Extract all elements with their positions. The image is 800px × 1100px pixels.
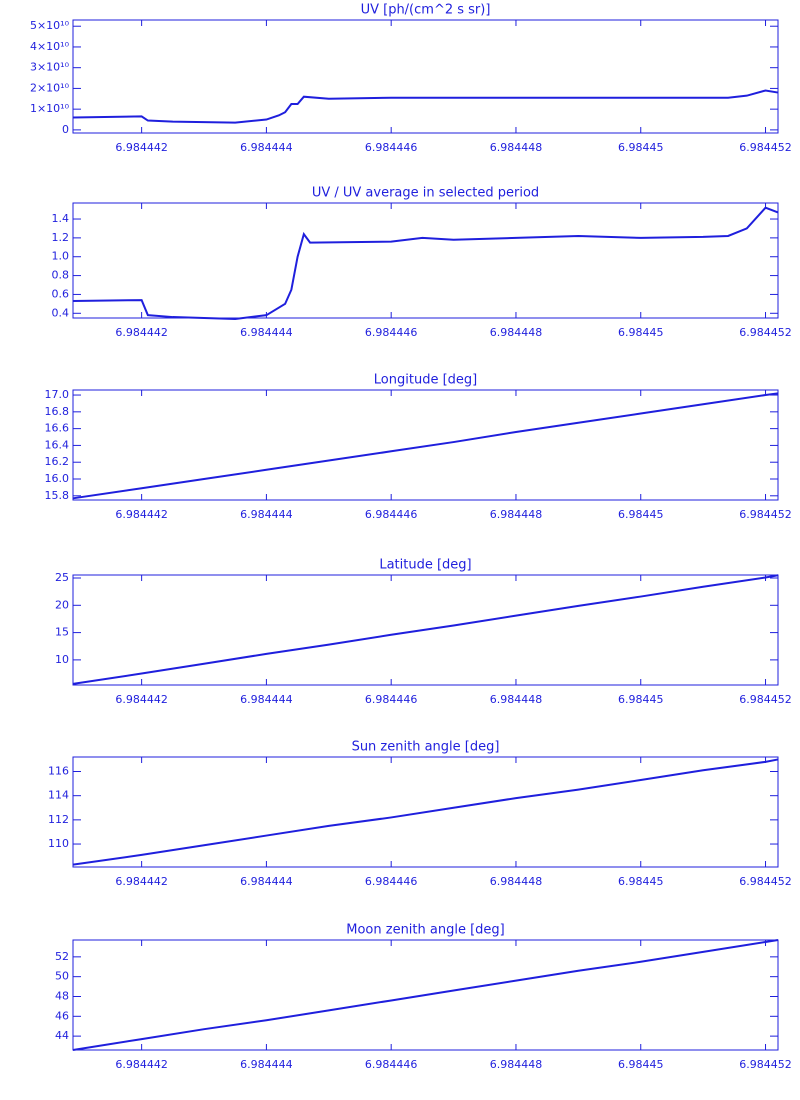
x-tick-label: 6.984446 <box>365 326 418 339</box>
y-tick-label: 1×10¹⁰ <box>30 102 70 115</box>
y-tick-label: 52 <box>55 950 69 963</box>
x-tick-label: 6.98445 <box>618 141 664 154</box>
y-tick-label: 16.0 <box>45 472 70 485</box>
y-tick-label: 15.8 <box>45 489 70 502</box>
x-tick-label: 6.984452 <box>739 326 792 339</box>
y-tick-label: 1.2 <box>52 231 70 244</box>
x-tick-label: 6.98445 <box>618 1058 664 1071</box>
x-tick-label: 6.984452 <box>739 1058 792 1071</box>
y-tick-label: 5×10¹⁰ <box>30 19 70 32</box>
chart-title: UV / UV average in selected period <box>312 186 539 201</box>
plot-frame <box>72 574 779 686</box>
y-tick-label: 112 <box>48 813 69 826</box>
y-tick-label: 0.4 <box>52 306 70 319</box>
x-tick-label: 6.98445 <box>618 693 664 706</box>
x-tick-label: 6.984452 <box>739 508 792 521</box>
data-line <box>72 89 779 124</box>
x-tick-label: 6.984446 <box>365 693 418 706</box>
y-tick-label: 116 <box>48 765 69 778</box>
y-tick-label: 3×10¹⁰ <box>30 61 70 74</box>
x-tick-label: 6.984442 <box>115 508 168 521</box>
y-tick-label: 0 <box>62 123 69 136</box>
chart-title: Longitude [deg] <box>374 373 477 388</box>
x-tick-label: 6.984444 <box>240 1058 293 1071</box>
data-line <box>72 574 779 685</box>
x-tick-label: 6.984452 <box>739 141 792 154</box>
y-tick-label: 0.6 <box>52 287 70 300</box>
y-tick-label: 10 <box>55 653 69 666</box>
x-tick-label: 6.984444 <box>240 326 293 339</box>
x-tick-label: 6.984452 <box>739 693 792 706</box>
y-tick-label: 25 <box>55 571 69 584</box>
x-tick-label: 6.984448 <box>490 141 543 154</box>
x-tick-label: 6.98445 <box>618 326 664 339</box>
x-tick-label: 6.984442 <box>115 1058 168 1071</box>
y-tick-label: 46 <box>55 1009 69 1022</box>
x-tick-label: 6.984448 <box>490 875 543 888</box>
x-tick-label: 6.984448 <box>490 326 543 339</box>
x-tick-label: 6.984448 <box>490 693 543 706</box>
x-tick-label: 6.984448 <box>490 508 543 521</box>
plot-frame <box>72 202 779 319</box>
x-tick-label: 6.984442 <box>115 326 168 339</box>
x-tick-label: 6.984444 <box>240 141 293 154</box>
y-tick-label: 50 <box>55 970 69 983</box>
chart-title: UV [ph/(cm^2 s sr)] <box>361 3 491 18</box>
x-tick-label: 6.98445 <box>618 508 664 521</box>
y-tick-label: 4×10¹⁰ <box>30 40 70 53</box>
data-line <box>72 392 779 500</box>
chart-title: Moon zenith angle [deg] <box>346 923 504 938</box>
plot-frame <box>72 939 779 1051</box>
y-tick-label: 17.0 <box>45 388 70 401</box>
x-tick-label: 6.984446 <box>365 1058 418 1071</box>
data-line <box>72 758 779 866</box>
y-tick-label: 0.8 <box>52 269 70 282</box>
y-tick-label: 48 <box>55 989 69 1002</box>
y-tick-label: 16.8 <box>45 405 70 418</box>
y-tick-label: 20 <box>55 598 69 611</box>
plot-frame <box>72 756 779 868</box>
y-tick-label: 16.2 <box>45 455 70 468</box>
x-tick-label: 6.984446 <box>365 875 418 888</box>
chart-title: Sun zenith angle [deg] <box>352 740 500 755</box>
x-tick-label: 6.984442 <box>115 693 168 706</box>
y-tick-label: 1.0 <box>52 250 70 263</box>
x-tick-label: 6.984442 <box>115 141 168 154</box>
x-tick-label: 6.984444 <box>240 508 293 521</box>
x-tick-label: 6.984444 <box>240 875 293 888</box>
data-line <box>72 939 779 1051</box>
x-tick-label: 6.984444 <box>240 693 293 706</box>
chart-title: Latitude [deg] <box>379 558 471 573</box>
x-tick-label: 6.984446 <box>365 141 418 154</box>
data-line <box>72 206 779 320</box>
y-tick-label: 1.4 <box>52 212 70 225</box>
x-tick-label: 6.98445 <box>618 875 664 888</box>
x-tick-label: 6.984452 <box>739 875 792 888</box>
x-tick-label: 6.984446 <box>365 508 418 521</box>
y-tick-label: 44 <box>55 1029 69 1042</box>
y-tick-label: 15 <box>55 626 69 639</box>
y-tick-label: 2×10¹⁰ <box>30 81 70 94</box>
y-tick-label: 114 <box>48 789 69 802</box>
x-tick-label: 6.984442 <box>115 875 168 888</box>
y-tick-label: 110 <box>48 837 69 850</box>
y-tick-label: 16.6 <box>45 422 70 435</box>
x-tick-label: 6.984448 <box>490 1058 543 1071</box>
plot-frame <box>72 19 779 134</box>
y-tick-label: 16.4 <box>45 438 70 451</box>
